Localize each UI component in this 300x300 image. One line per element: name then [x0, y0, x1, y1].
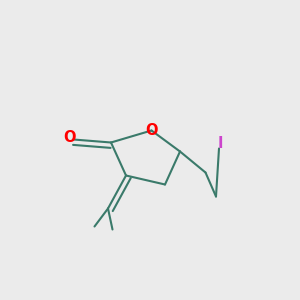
Text: O: O [63, 130, 75, 146]
Text: O: O [145, 123, 158, 138]
Text: I: I [218, 136, 223, 152]
